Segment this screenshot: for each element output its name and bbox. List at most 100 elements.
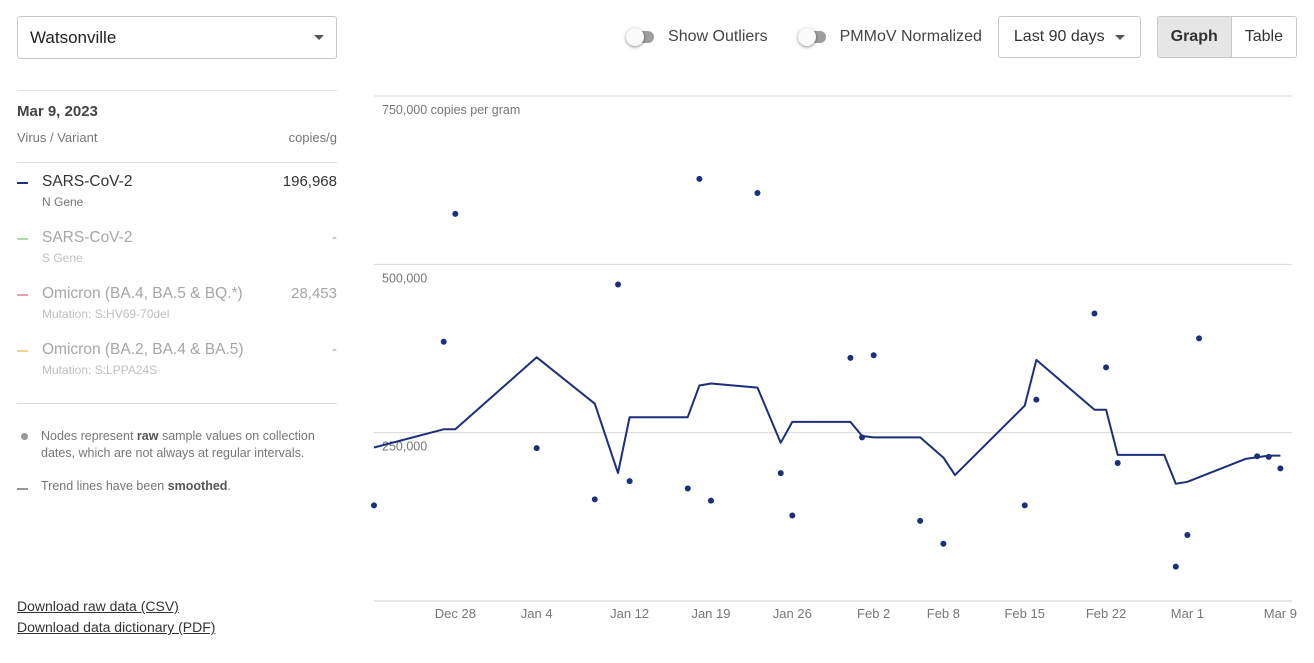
data-point [789,512,796,519]
series-item[interactable]: Omicron (BA.4, BA.5 & BQ.*) Mutation: S:H… [17,285,337,341]
graph-view-button[interactable]: Graph [1157,17,1232,57]
data-point [870,352,877,359]
x-tick-label: Feb 15 [1004,606,1044,621]
data-point [1103,364,1110,371]
trend-note-pre: Trend lines have been [41,479,165,493]
chevron-down-icon [1114,34,1125,40]
table-view-button[interactable]: Table [1231,17,1296,57]
data-point [847,354,854,361]
data-point [1265,453,1272,460]
series-sub: N Gene [42,195,84,209]
y-tick-label: 250,000 [382,440,427,454]
series-item[interactable]: SARS-CoV-2 S Gene - [17,229,337,285]
series-sub: Mutation: S:LPPA24S [42,363,158,377]
series-color-swatch [17,294,28,296]
series-name: SARS-CoV-2 [42,173,133,190]
data-point [1196,335,1203,342]
series-value: 196,968 [282,173,337,190]
download-csv-link[interactable]: Download raw data (CSV) [17,598,179,614]
downloads: Download raw data (CSV) Download data di… [17,596,215,638]
pmmov-normalized-toggle[interactable]: PMMoV Normalized [797,28,982,46]
data-point [940,540,947,547]
x-tick-label: Jan 19 [691,606,730,621]
data-point [696,175,703,182]
x-tick-label: Feb 8 [927,606,960,621]
series-sub: S Gene [42,251,83,265]
data-point [859,434,866,441]
x-tick-label: Jan 4 [521,606,553,621]
date-range-value: Last 90 days [1013,28,1105,45]
series-table-header: Virus / Variant copies/g [17,130,337,163]
x-tick-label: Jan 12 [610,606,649,621]
data-point [917,517,924,524]
col-units-header: copies/g [288,130,337,145]
series-value: - [332,229,337,246]
trend-line-icon [17,488,28,490]
data-point [1184,532,1191,539]
data-point [626,478,633,485]
col-variant-header: Virus / Variant [17,130,98,145]
series-item[interactable]: Omicron (BA.2, BA.4 & BA.5) Mutation: S:L… [17,341,337,397]
series-color-swatch [17,350,28,352]
x-tick-label: Feb 2 [857,606,890,621]
x-tick-label: Feb 22 [1086,606,1126,621]
series-name: SARS-CoV-2 [42,229,133,246]
show-outliers-label: Show Outliers [668,28,768,45]
data-point [1254,453,1261,460]
trend-line [373,356,1281,485]
data-point [533,445,540,452]
data-point [707,497,714,504]
series-color-swatch [17,238,28,240]
chevron-down-icon [314,35,324,40]
data-point [1021,502,1028,509]
location-select-value: Watsonville [30,27,117,47]
trend-note-post: . [227,479,231,493]
series-item[interactable]: SARS-CoV-2 N Gene 196,968 [17,173,337,229]
data-point [440,338,447,345]
side-panel: Mar 9, 2023 Virus / Variant copies/g SAR… [17,90,337,511]
location-select[interactable]: Watsonville [17,16,337,59]
chart-notes: Nodes represent raw sample values on col… [17,428,337,495]
series-name: Omicron (BA.4, BA.5 & BQ.*) [42,285,243,302]
download-pdf-link[interactable]: Download data dictionary (PDF) [17,619,216,635]
pmmov-normalized-label: PMMoV Normalized [839,28,982,45]
x-tick-label: Mar 9 [1264,606,1297,621]
series-value: 28,453 [291,285,337,302]
series-color-swatch [17,182,28,184]
node-dot-icon [21,433,28,440]
nodes-note-post: sample values on collection dates, which… [41,429,315,460]
x-tick-label: Jan 26 [773,606,812,621]
toolbar: Show Outliers PMMoV Normalized Last 90 d… [626,16,1297,58]
y-tick-label: 500,000 [382,271,427,285]
series-sub: Mutation: S:HV69-70del [42,307,170,321]
data-point [452,210,459,217]
trend-note-bold: smoothed [167,479,228,493]
data-point [1172,563,1179,570]
x-tick-label: Dec 28 [435,606,476,621]
selected-date: Mar 9, 2023 [17,103,98,120]
nodes-note-bold: raw [136,429,159,443]
toggle-switch-icon [797,28,826,46]
data-point [615,281,622,288]
date-range-select[interactable]: Last 90 days [997,16,1141,58]
show-outliers-toggle[interactable]: Show Outliers [626,28,768,46]
toggle-switch-icon [626,28,655,46]
series-value: - [332,341,337,358]
data-point [371,502,377,509]
data-point [1091,310,1098,317]
data-point [591,496,598,503]
view-toggle: Graph Table [1156,16,1297,58]
data-point [1033,396,1040,403]
series-name: Omicron (BA.2, BA.4 & BA.5) [42,341,244,358]
trend-note: Trend lines have been smoothed. [17,478,337,495]
data-point [777,470,784,477]
nodes-note-pre: Nodes represent [41,429,134,443]
series-list: SARS-CoV-2 N Gene 196,968 SARS-CoV-2 S Gene -… [17,163,337,404]
x-tick-label: Mar 1 [1171,606,1204,621]
y-tick-label: 750,000 copies per gram [382,103,520,117]
nodes-note: Nodes represent raw sample values on col… [17,428,337,462]
data-point [684,485,691,492]
data-point [754,189,761,196]
data-point [1277,465,1284,472]
